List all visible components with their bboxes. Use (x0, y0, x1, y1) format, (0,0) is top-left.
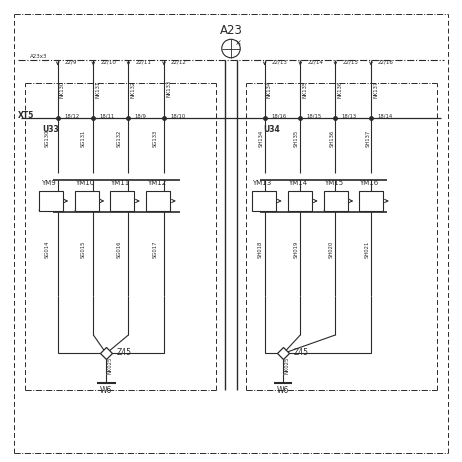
Bar (110, 191, 134, 211)
Text: W6: W6 (277, 386, 289, 395)
Text: Z45: Z45 (116, 348, 131, 357)
Bar (288, 191, 312, 211)
Text: NK132: NK132 (131, 80, 135, 97)
Text: SG132: SG132 (116, 130, 121, 147)
Text: SG130: SG130 (45, 130, 50, 147)
Bar (146, 191, 170, 211)
Text: 18/12: 18/12 (64, 114, 79, 118)
Text: 22/13: 22/13 (272, 60, 287, 65)
Text: YM12: YM12 (146, 180, 166, 186)
Text: NK135: NK135 (303, 80, 307, 97)
Text: SG015: SG015 (81, 241, 85, 258)
Text: U34: U34 (263, 125, 280, 134)
Text: SG133: SG133 (152, 130, 157, 147)
Text: Z45: Z45 (293, 348, 308, 357)
Text: YM15: YM15 (324, 180, 343, 186)
Bar (359, 191, 383, 211)
Text: YM11: YM11 (110, 180, 130, 186)
Text: SH021: SH021 (365, 241, 369, 258)
Text: SH018: SH018 (258, 241, 262, 258)
Text: 18/15: 18/15 (307, 114, 322, 118)
Text: NK134: NK134 (267, 80, 272, 97)
Text: U33: U33 (43, 125, 59, 134)
Text: SH137: SH137 (365, 130, 370, 147)
Text: NK130: NK130 (60, 80, 65, 97)
Text: NK133: NK133 (166, 80, 171, 97)
Bar (359, 191, 383, 211)
Text: YM13: YM13 (252, 180, 272, 186)
Text: 22/15: 22/15 (342, 60, 358, 65)
Text: SH019: SH019 (293, 241, 298, 258)
Text: 18/9: 18/9 (135, 114, 147, 118)
Text: A23x3: A23x3 (30, 54, 48, 59)
Text: XT5: XT5 (18, 111, 34, 121)
Text: A23: A23 (219, 24, 243, 36)
Text: SG017: SG017 (152, 241, 157, 258)
Text: NK137: NK137 (373, 80, 378, 97)
Text: SG131: SG131 (81, 130, 85, 147)
Bar (324, 191, 348, 211)
Text: 22/9: 22/9 (65, 60, 77, 65)
Text: NK025: NK025 (285, 356, 289, 374)
Text: W6: W6 (100, 386, 112, 395)
Text: 22/14: 22/14 (307, 60, 323, 65)
Text: SG014: SG014 (45, 241, 50, 258)
Bar (252, 191, 276, 211)
Bar (75, 191, 99, 211)
Text: YM9: YM9 (41, 180, 56, 186)
Text: YM14: YM14 (288, 180, 308, 186)
Text: 22/12: 22/12 (171, 60, 187, 65)
Text: SH134: SH134 (259, 130, 263, 147)
Text: 22/11: 22/11 (135, 60, 151, 65)
Text: 18/13: 18/13 (342, 114, 357, 118)
Text: 18/11: 18/11 (100, 114, 115, 118)
Bar (39, 191, 63, 211)
Bar (110, 191, 134, 211)
Bar (252, 191, 276, 211)
Text: SH135: SH135 (294, 130, 299, 147)
Text: 22/16: 22/16 (378, 60, 394, 65)
Text: SG016: SG016 (116, 241, 121, 258)
Text: YM10: YM10 (75, 180, 94, 186)
Bar (39, 191, 63, 211)
Text: 18/10: 18/10 (170, 114, 186, 118)
Text: 18/16: 18/16 (271, 114, 286, 118)
Bar (324, 191, 348, 211)
Bar (75, 191, 99, 211)
Text: 18/14: 18/14 (377, 114, 393, 118)
Text: NK131: NK131 (96, 80, 100, 97)
Text: SH020: SH020 (329, 241, 334, 258)
Bar (288, 191, 312, 211)
Text: NK136: NK136 (338, 80, 342, 97)
Text: YM16: YM16 (359, 180, 379, 186)
Bar (146, 191, 170, 211)
Text: SH136: SH136 (330, 130, 334, 147)
Text: NK025: NK025 (108, 356, 112, 374)
Text: 22/10: 22/10 (100, 60, 116, 65)
